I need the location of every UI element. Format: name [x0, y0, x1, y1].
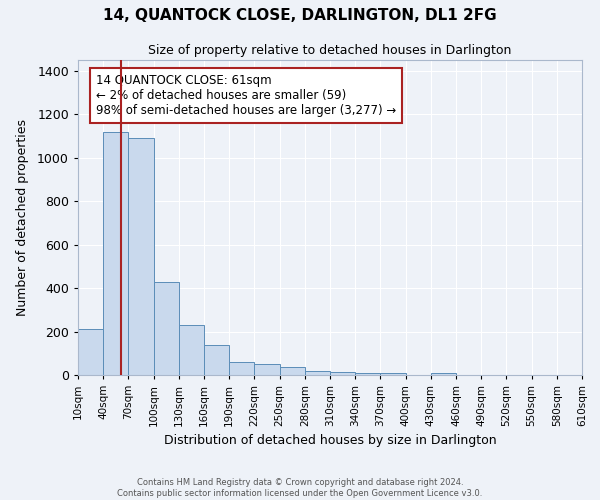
Bar — [229, 362, 254, 375]
Bar — [128, 138, 154, 375]
Text: 14, QUANTOCK CLOSE, DARLINGTON, DL1 2FG: 14, QUANTOCK CLOSE, DARLINGTON, DL1 2FG — [103, 8, 497, 22]
X-axis label: Distribution of detached houses by size in Darlington: Distribution of detached houses by size … — [164, 434, 496, 448]
Text: Contains HM Land Registry data © Crown copyright and database right 2024.
Contai: Contains HM Land Registry data © Crown c… — [118, 478, 482, 498]
Bar — [380, 373, 406, 375]
Bar — [103, 132, 128, 375]
Bar — [330, 372, 355, 375]
Bar — [204, 344, 229, 375]
Title: Size of property relative to detached houses in Darlington: Size of property relative to detached ho… — [148, 44, 512, 58]
Bar — [280, 368, 305, 375]
Bar — [78, 330, 103, 375]
Bar — [431, 373, 456, 375]
Bar — [254, 364, 280, 375]
Y-axis label: Number of detached properties: Number of detached properties — [16, 119, 29, 316]
Bar — [179, 325, 204, 375]
Bar — [305, 370, 330, 375]
Bar — [154, 282, 179, 375]
Bar — [355, 373, 380, 375]
Text: 14 QUANTOCK CLOSE: 61sqm
← 2% of detached houses are smaller (59)
98% of semi-de: 14 QUANTOCK CLOSE: 61sqm ← 2% of detache… — [95, 74, 396, 117]
